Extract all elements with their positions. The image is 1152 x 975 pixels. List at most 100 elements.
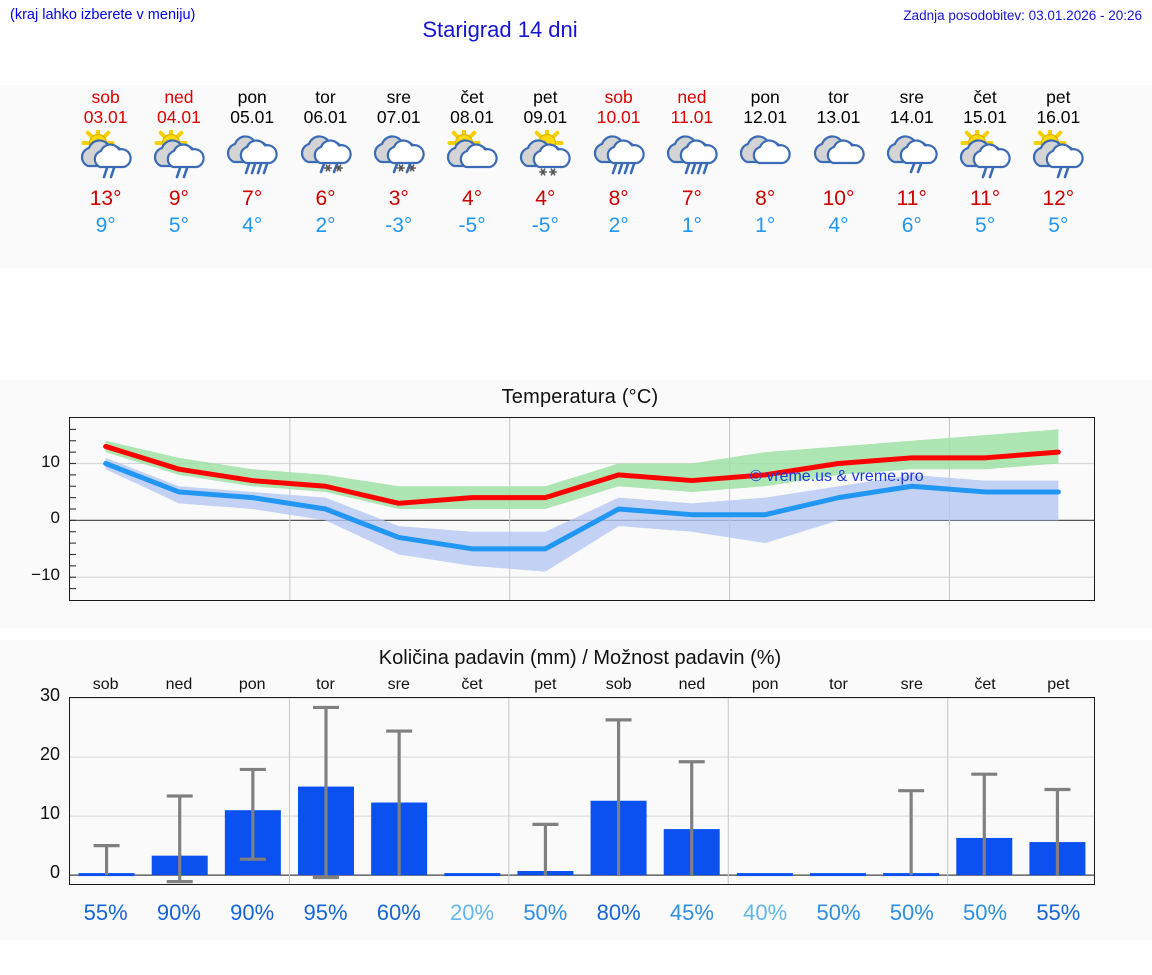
forecast-day-column[interactable]: pet 16.01 12° 5° xyxy=(1019,85,1097,268)
weather-icon-wrapper xyxy=(726,130,804,185)
weather-icon-sun-cloud-rain xyxy=(959,130,1011,179)
weather-icon-cloud xyxy=(740,135,791,165)
forecast-day-column[interactable]: pon 12.01 8° 1° xyxy=(726,85,804,268)
max-temperature-value: 4° xyxy=(462,187,483,210)
precipitation-probability-label: 40% xyxy=(743,900,788,925)
weather-icon-sun-cloud xyxy=(446,130,498,169)
menu-hint-link[interactable]: (kraj lahko izberete v meniju) xyxy=(10,7,196,23)
precipitation-day-label: sre xyxy=(900,676,923,693)
precipitation-probability-label: 50% xyxy=(523,900,568,925)
day-date-label: 11.01 xyxy=(670,107,714,127)
max-temperature-value: 9° xyxy=(168,187,189,210)
forecast-day-column[interactable]: sre 14.01 11° 6° xyxy=(873,85,951,268)
day-of-week-label: čet xyxy=(973,87,997,107)
weather-icon-cloud-sleet xyxy=(300,135,352,174)
min-temperature-value: 4° xyxy=(242,214,263,237)
weather-icon-cloud-rain xyxy=(593,135,645,175)
max-temperature-value: 3° xyxy=(388,187,409,210)
forecast-day-column[interactable]: ned 04.01 9° 5° xyxy=(140,85,218,268)
weather-icon-wrapper xyxy=(433,130,511,185)
precipitation-day-label: sre xyxy=(387,676,410,693)
precipitation-probability-label: 60% xyxy=(376,900,421,925)
temperature-y-tick-label: 10 xyxy=(41,451,60,471)
temperature-y-tick-label: 0 xyxy=(50,508,60,528)
day-of-week-label: pet xyxy=(1046,87,1071,107)
min-temperature-value: 5° xyxy=(1048,214,1069,237)
precipitation-day-label: pon xyxy=(751,676,779,693)
weather-icon-wrapper xyxy=(506,130,584,185)
day-date-label: 06.01 xyxy=(303,107,348,127)
weather-icon-wrapper xyxy=(1019,130,1097,185)
page-title: Starigrad 14 dni xyxy=(422,17,578,42)
page-header: (kraj lahko izberete v meniju) Starigrad… xyxy=(0,0,1152,48)
forecast-day-column[interactable]: čet 08.01 4° -5° xyxy=(433,85,511,268)
max-temperature-value: 4° xyxy=(535,187,556,210)
day-of-week-label: ned xyxy=(677,87,707,107)
weather-icon-sun-cloud-rain xyxy=(80,130,132,179)
precipitation-probability-label: 55% xyxy=(1036,900,1081,925)
precipitation-bar xyxy=(736,873,793,877)
precipitation-day-label: tor xyxy=(829,676,848,693)
precipitation-probability-label: 95% xyxy=(303,900,348,925)
precipitation-y-tick-label: 0 xyxy=(49,862,60,883)
day-date-label: 08.01 xyxy=(450,107,494,127)
precipitation-day-label: čet xyxy=(974,676,996,693)
day-date-label: 13.01 xyxy=(816,107,861,127)
day-of-week-label: pet xyxy=(533,87,558,107)
max-temperature-value: 12° xyxy=(1042,187,1075,210)
precipitation-day-label: ned xyxy=(678,676,706,693)
forecast-day-column[interactable]: sre 07.01 3° -3° xyxy=(360,85,438,268)
precipitation-day-label: pet xyxy=(1047,676,1070,693)
forecast-day-column[interactable]: sob 10.01 8° 2° xyxy=(580,85,658,268)
weather-icon-cloud xyxy=(813,135,865,165)
precipitation-bar xyxy=(444,873,501,877)
precipitation-probability-label: 80% xyxy=(596,900,641,925)
weather-icon-cloud-rain xyxy=(666,135,718,175)
precipitation-probability-label: 20% xyxy=(450,900,495,925)
forecast-day-column[interactable]: pet 09.01 4° -5° xyxy=(506,85,584,268)
forecast-day-column[interactable]: tor 13.01 10° 4° xyxy=(800,85,878,268)
max-temperature-value: 7° xyxy=(242,187,263,210)
precipitation-plot-area xyxy=(69,697,1095,885)
precipitation-chart-panel: Količina padavin (mm) / Možnost padavin … xyxy=(0,640,1152,940)
day-date-label: 07.01 xyxy=(376,107,421,127)
precipitation-probability-label: 45% xyxy=(669,900,714,925)
precipitation-day-label: pet xyxy=(534,676,557,693)
forecast-day-column[interactable]: pon 05.01 7° 4° xyxy=(213,85,291,268)
temperature-line xyxy=(103,443,1061,506)
day-of-week-label: tor xyxy=(828,87,849,107)
min-temperature-value: 9° xyxy=(95,214,116,237)
forecast-day-column[interactable]: čet 15.01 11° 5° xyxy=(946,85,1024,268)
precipitation-probability-label: 90% xyxy=(230,900,275,925)
min-temperature-value: 1° xyxy=(681,214,702,237)
max-temperature-value: 10° xyxy=(822,187,855,210)
weather-icon-sun-cloud-drizzle xyxy=(1033,130,1085,179)
day-of-week-label: sre xyxy=(386,87,411,107)
weather-icon-sun-cloud-rain xyxy=(153,130,205,179)
forecast-strip: sob 03.01 13° 9° ned 04.01 9° 5° pon 05.01 7° 4° tor… xyxy=(0,85,1152,268)
max-temperature-value: 8° xyxy=(608,187,629,210)
day-of-week-label: ned xyxy=(164,87,194,107)
min-temperature-value: -3° xyxy=(385,214,413,237)
day-date-label: 04.01 xyxy=(157,107,201,127)
day-date-label: 12.01 xyxy=(743,107,788,127)
precipitation-y-tick-label: 30 xyxy=(39,685,60,705)
min-temperature-value: 5° xyxy=(975,214,996,237)
temperature-plot-area xyxy=(69,417,1095,601)
weather-icon-wrapper xyxy=(67,130,145,185)
precipitation-day-label: čet xyxy=(461,676,483,693)
weather-icon-wrapper xyxy=(800,130,878,185)
day-date-label: 15.01 xyxy=(963,107,1007,127)
forecast-day-column[interactable]: sob 03.01 13° 9° xyxy=(67,85,145,268)
weather-icon-cloud-sleet xyxy=(373,135,425,174)
day-date-label: 16.01 xyxy=(1036,107,1081,127)
day-of-week-label: sob xyxy=(91,87,120,107)
day-date-label: 14.01 xyxy=(889,107,934,127)
forecast-day-column[interactable]: tor 06.01 6° 2° xyxy=(287,85,365,268)
weather-icon-wrapper xyxy=(213,130,291,185)
min-temperature-value: 1° xyxy=(755,214,776,237)
weather-icon-wrapper xyxy=(140,130,218,185)
forecast-day-column[interactable]: ned 11.01 7° 1° xyxy=(653,85,731,268)
day-of-week-label: pon xyxy=(750,87,780,107)
